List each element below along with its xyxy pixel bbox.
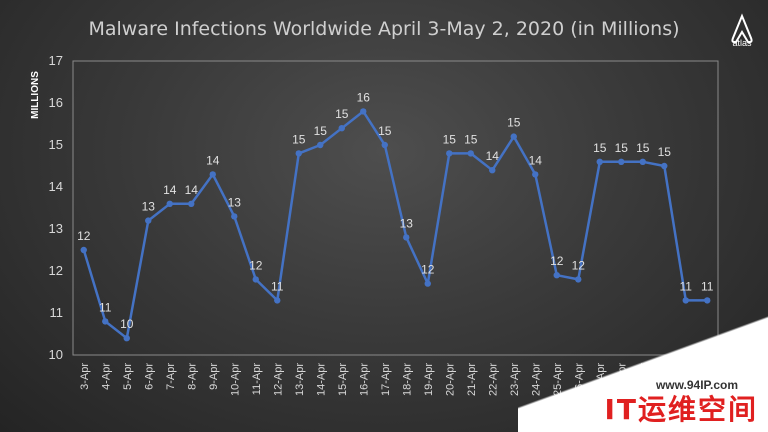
data-point	[209, 171, 216, 178]
data-label: 12	[421, 263, 435, 277]
data-point	[682, 297, 689, 304]
atlas-logo-icon	[731, 13, 753, 44]
data-label: 14	[206, 153, 220, 167]
y-tick-label: 17	[49, 53, 63, 68]
data-label: 11	[99, 300, 112, 314]
data-label: 11	[680, 279, 693, 293]
x-tick-label: 9-Apr	[208, 363, 220, 390]
data-label: 13	[400, 216, 414, 230]
data-label: 14	[163, 183, 177, 197]
data-point	[575, 276, 582, 283]
data-label: 12	[572, 258, 586, 272]
series-line	[82, 110, 708, 340]
x-tick-label: 20-Apr	[444, 363, 456, 396]
x-tick-label: 19-Apr	[423, 363, 435, 396]
data-point	[102, 318, 109, 325]
y-tick-label: 10	[49, 347, 63, 362]
data-label: 15	[507, 116, 521, 130]
data-label: 13	[228, 195, 242, 209]
x-tick-label: 8-Apr	[186, 363, 198, 390]
data-label: 15	[314, 124, 328, 138]
x-tick-label: 21-Apr	[466, 363, 478, 396]
data-point	[145, 217, 152, 224]
watermark-banner	[518, 312, 768, 432]
plot-area-border	[72, 60, 719, 356]
y-tick-label: 15	[49, 137, 63, 152]
data-point	[639, 158, 646, 165]
data-label: 12	[550, 254, 564, 268]
data-point	[532, 171, 539, 178]
x-tick-label: 6-Apr	[143, 363, 155, 390]
data-label: 15	[464, 132, 478, 146]
data-point	[618, 158, 625, 165]
y-tick-label: 16	[49, 95, 63, 110]
logo-text: atlas	[732, 38, 752, 48]
data-label: 12	[249, 258, 263, 272]
data-point	[231, 213, 238, 220]
x-tick-label: 7-Apr	[165, 363, 177, 390]
y-tick-label: 13	[49, 221, 63, 236]
watermark-url: www.94IP.com	[655, 378, 738, 392]
data-label: 14	[529, 153, 543, 167]
x-tick-label: 18-Apr	[401, 363, 413, 396]
y-tick-label: 14	[49, 179, 63, 194]
x-tick-label: 3-Apr	[79, 363, 91, 390]
data-point	[661, 162, 668, 170]
x-tick-label: 15-Apr	[337, 363, 349, 396]
data-label: 10	[120, 317, 134, 331]
data-label: 12	[77, 229, 91, 243]
x-tick-label: 4-Apr	[100, 363, 112, 390]
data-label: 15	[292, 132, 306, 146]
x-tick-label: 17-Apr	[380, 363, 392, 396]
data-point	[80, 246, 87, 254]
data-point	[166, 200, 173, 207]
x-tick-label: 12-Apr	[272, 363, 284, 396]
data-label: 15	[636, 141, 650, 155]
x-tick-label: 22-Apr	[487, 363, 499, 396]
data-point	[596, 158, 603, 165]
data-point	[381, 141, 388, 149]
data-label: 15	[335, 107, 349, 121]
data-point	[403, 234, 410, 241]
chart-title: Malware Infections Worldwide April 3-May…	[88, 18, 680, 40]
data-point	[123, 335, 130, 342]
data-point	[489, 167, 496, 174]
data-point	[704, 297, 711, 304]
x-tick-label: 11-Apr	[251, 363, 263, 396]
data-point	[188, 200, 195, 207]
data-label: 15	[593, 141, 607, 155]
data-label: 14	[185, 183, 199, 197]
data-label: 11	[701, 279, 714, 293]
y-tick-label: 11	[50, 305, 64, 320]
x-tick-label: 23-Apr	[509, 363, 521, 396]
watermark-brand: IT运维空间	[604, 393, 758, 426]
data-point	[360, 108, 367, 115]
x-tick-label: 16-Apr	[358, 363, 370, 396]
x-tick-label: 10-Apr	[229, 363, 241, 396]
y-axis-label: MILLIONS	[30, 71, 41, 119]
x-tick-label: 5-Apr	[122, 363, 134, 390]
data-label: 15	[658, 145, 672, 159]
data-label: 15	[615, 141, 629, 155]
data-point	[317, 141, 324, 149]
data-point	[338, 125, 345, 132]
data-label: 13	[142, 200, 156, 214]
data-point	[274, 297, 281, 304]
data-point	[295, 150, 302, 157]
data-point	[510, 133, 517, 140]
data-label: 14	[486, 149, 500, 163]
data-point	[424, 280, 431, 287]
data-label: 15	[378, 124, 392, 138]
x-tick-label: 14-Apr	[315, 363, 327, 396]
data-label: 15	[443, 132, 457, 146]
x-tick-label: 13-Apr	[294, 363, 306, 396]
data-point	[446, 150, 453, 157]
data-point	[252, 276, 259, 283]
y-tick-label: 12	[49, 263, 63, 278]
data-label: 16	[357, 90, 371, 104]
data-point	[467, 150, 474, 157]
data-label: 11	[271, 279, 284, 293]
data-point	[553, 272, 560, 279]
